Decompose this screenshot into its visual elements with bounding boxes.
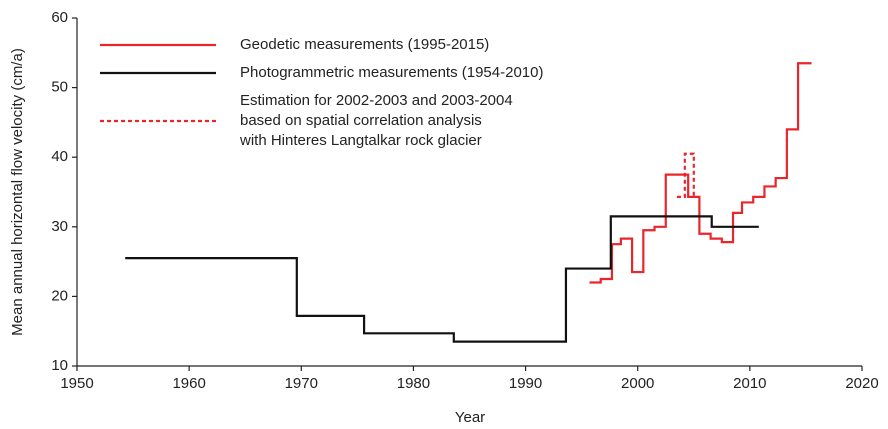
- x-tick-label: 2010: [733, 375, 766, 392]
- x-axis-label: Year: [455, 409, 485, 426]
- y-tick-label: 40: [51, 148, 68, 165]
- x-tick-label: 2020: [845, 375, 878, 392]
- y-tick-label: 10: [51, 357, 68, 374]
- x-tick-label: 1990: [509, 375, 542, 392]
- legend-label: with Hinteres Langtalkar rock glacier: [239, 132, 482, 149]
- x-tick-label: 1980: [397, 375, 430, 392]
- x-tick-label: 1950: [60, 375, 93, 392]
- y-tick-label: 60: [51, 9, 68, 26]
- step-line: [589, 62, 812, 284]
- step-line: [676, 152, 695, 198]
- step-line: [125, 215, 759, 343]
- legend-label: Geodetic measurements (1995-2015): [240, 36, 489, 53]
- y-tick-label: 30: [51, 218, 68, 235]
- y-tick-label: 50: [51, 79, 68, 96]
- y-tick-label: 20: [51, 287, 68, 304]
- y-axis-label: Mean annual horizontal flow velocity (cm…: [9, 48, 26, 336]
- legend-label: Estimation for 2002-2003 and 2003-2004: [240, 92, 513, 109]
- x-tick-label: 1970: [285, 375, 318, 392]
- x-tick-label: 1960: [172, 375, 205, 392]
- x-tick-label: 2000: [621, 375, 654, 392]
- legend-label: based on spatial correlation analysis: [240, 112, 482, 129]
- legend-label: Photogrammetric measurements (1954-2010): [240, 64, 543, 81]
